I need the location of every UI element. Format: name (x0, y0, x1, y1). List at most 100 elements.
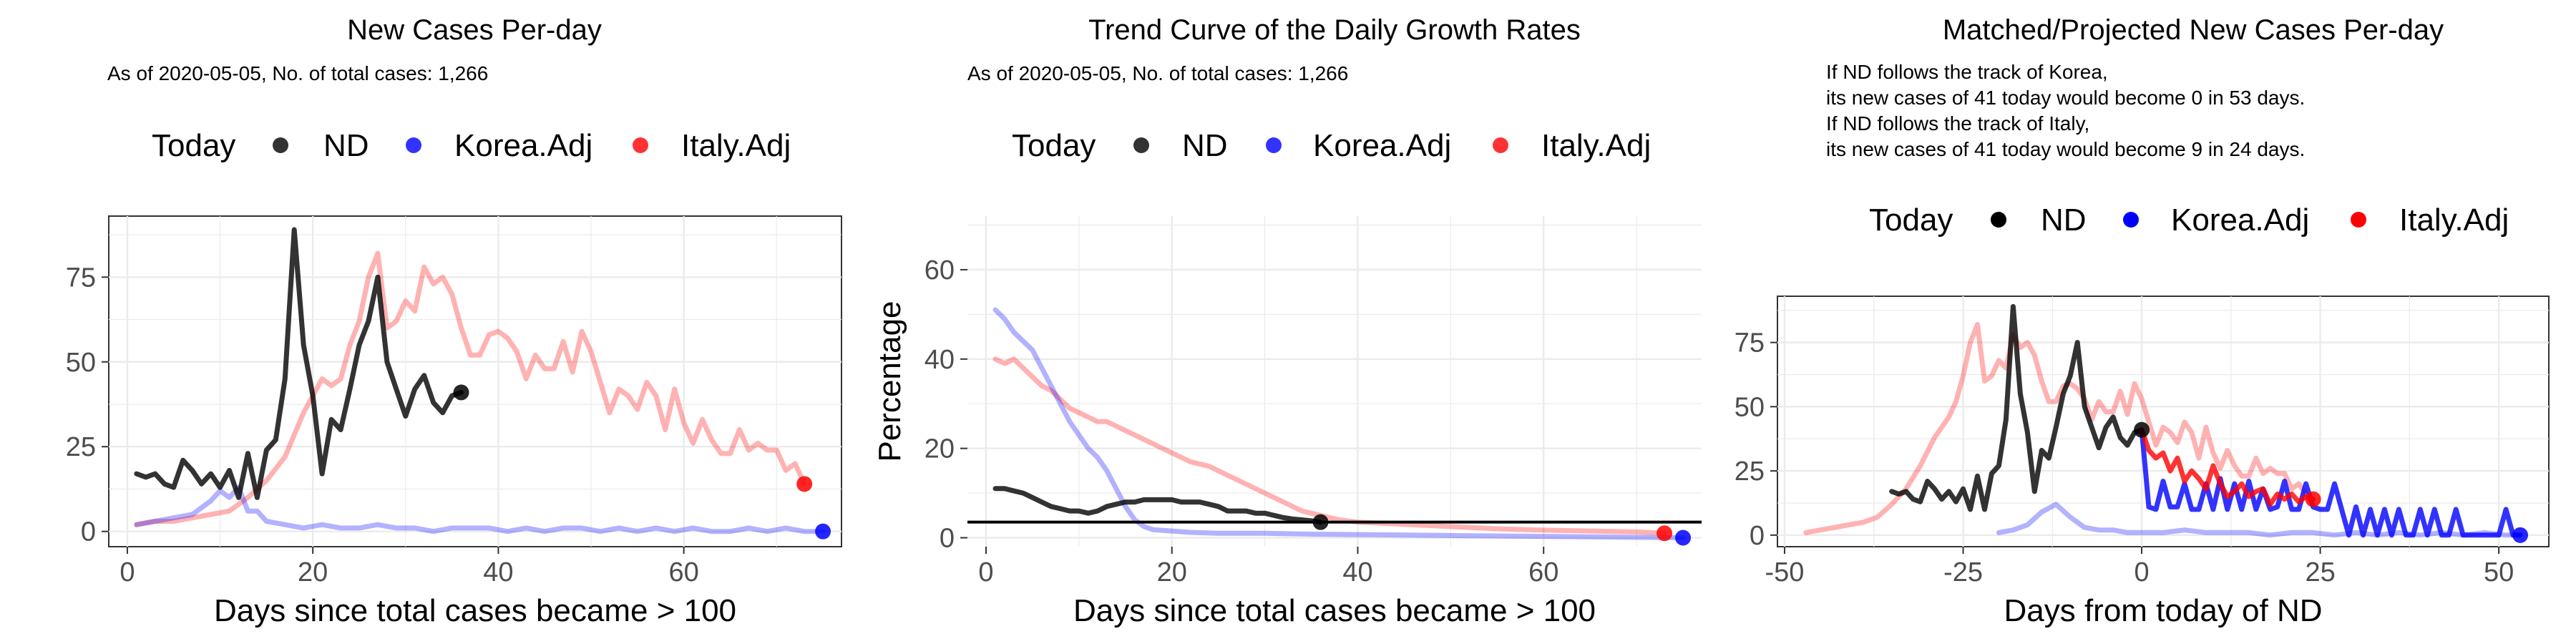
panel2-today-points (1312, 514, 1692, 546)
panel-new-cases: New Cases Per-day As of 2020-05-05, No. … (66, 14, 842, 628)
panel1-today-point-nd (453, 384, 469, 401)
panel1-subtitle: As of 2020-05-05, No. of total cases: 1,… (107, 62, 488, 84)
panel1-x-tick-label: 60 (669, 557, 699, 587)
panel1-x-ticks: 0 20 40 60 (119, 547, 699, 587)
panel3-y-tick-label: 75 (1735, 328, 1765, 358)
panel3-y-tick-label: 25 (1735, 457, 1765, 487)
panel-projected-cases: Matched/Projected New Cases Per-day If N… (1735, 14, 2550, 628)
panel3-today-point-nd (2134, 421, 2150, 438)
panel3-x-axis-label: Days from today of ND (2004, 593, 2322, 628)
panel3-today-point-korea-adj (2512, 527, 2529, 543)
panel3-grid (1777, 296, 2549, 547)
panel3-y-tick-label: 0 (1750, 521, 1765, 551)
panel1-y-tick-label: 25 (66, 432, 96, 462)
panel3-title: Matched/Projected New Cases Per-day (1943, 14, 2444, 46)
panel2-y-tick-label: 40 (924, 345, 955, 375)
panel1-x-tick-label: 20 (298, 557, 328, 587)
panel3-line-italy-adj-matched (1803, 322, 2316, 535)
panel2-legend-title: Today (1012, 128, 1096, 163)
panel1-legend-title: Today (152, 128, 235, 163)
panel2-today-point-korea-adj (1675, 530, 1692, 546)
panel1-frame (108, 215, 842, 547)
panel3-legend-label-nd: ND (2041, 203, 2087, 238)
panel2-line-italy-adj (992, 356, 1667, 536)
panel3-legend-label-italy: Italy.Adj (2399, 203, 2509, 238)
panel2-x-tick-label: 20 (1157, 557, 1187, 587)
panel2-line-nd (992, 486, 1323, 525)
panel1-line-italy-adj (134, 250, 807, 527)
panel1-today-point-italy-adj (796, 476, 813, 492)
panel2-today-point-nd (1312, 514, 1329, 530)
panel3-x-tick-label: -25 (1943, 557, 1983, 587)
panel1-legend-key-italy (633, 137, 648, 153)
panel3-today-points (2134, 421, 2529, 543)
panel2-legend-label-korea: Korea.Adj (1313, 128, 1451, 163)
panel1-legend-label-nd: ND (323, 128, 369, 163)
panel3-line-nd (1889, 303, 2145, 512)
panel2-legend: Today ND Korea.Adj Italy.Adj (1012, 128, 1651, 163)
panel3-series (1803, 303, 2523, 538)
panel2-y-axis-label: Percentage (872, 301, 907, 462)
panel2-today-point-italy-adj (1657, 525, 1673, 542)
panel2-y-tick-label: 0 (940, 524, 955, 554)
panel2-legend-key-nd (1133, 137, 1149, 153)
panel3-subtitle-line-4: its new cases of 41 today would become 9… (1826, 138, 2305, 160)
panel3-y-ticks: 0 25 50 75 (1735, 328, 1777, 551)
panel1-today-points (453, 384, 831, 540)
panel1-x-tick-label: 0 (119, 557, 135, 587)
panel3-legend-label-korea: Korea.Adj (2171, 203, 2309, 238)
panel3-legend-key-korea (2123, 212, 2139, 228)
panel1-y-tick-label: 0 (81, 517, 96, 547)
panel3-subtitle-line-2: its new cases of 41 today would become 0… (1826, 87, 2305, 109)
panel3-frame (1777, 296, 2550, 547)
panel1-today-point-korea-adj (815, 523, 831, 540)
panel2-grid (967, 216, 1702, 547)
panel2-y-ticks: 0 20 40 60 (924, 255, 967, 554)
panel1-series (134, 227, 826, 535)
panel2-legend-key-korea (1266, 137, 1282, 153)
panel2-subtitle: As of 2020-05-05, No. of total cases: 1,… (967, 62, 1348, 84)
panel2-legend-label-italy: Italy.Adj (1541, 128, 1651, 163)
panel1-y-ticks: 0 25 50 75 (66, 263, 109, 547)
panel2-x-tick-label: 40 (1342, 557, 1372, 587)
panel3-legend-key-nd (1991, 212, 2006, 228)
panel2-y-tick-label: 20 (924, 434, 955, 464)
panel3-line-italy-adj-projected (2139, 427, 2316, 507)
panel3-y-tick-label: 50 (1735, 392, 1765, 422)
panel-growth-rates: Trend Curve of the Daily Growth Rates As… (872, 14, 1702, 628)
panel1-legend-key-nd (273, 137, 288, 153)
panel1-y-tick-label: 50 (66, 348, 96, 378)
panel1-x-axis-label: Days since total cases became > 100 (214, 593, 736, 628)
panel3-x-tick-label: 50 (2484, 557, 2514, 587)
panel3-legend: Today ND Korea.Adj Italy.Adj (1869, 203, 2509, 238)
panel1-line-nd (134, 227, 464, 500)
panel3-x-tick-label: 0 (2134, 557, 2149, 587)
panel3-x-ticks: -50 -25 0 25 50 (1765, 547, 2514, 587)
panel2-x-tick-label: 60 (1528, 557, 1558, 587)
panel1-legend-label-italy: Italy.Adj (681, 128, 791, 163)
panel1-x-tick-label: 40 (483, 557, 513, 587)
panel1-legend: Today ND Korea.Adj Italy.Adj (152, 128, 791, 163)
panel3-subtitle-line-3: If ND follows the track of Italy, (1826, 112, 2089, 135)
panel2-legend-label-nd: ND (1182, 128, 1228, 163)
panel3-x-tick-label: -50 (1765, 557, 1805, 587)
panel2-x-axis-label: Days since total cases became > 100 (1073, 593, 1596, 628)
panel2-x-tick-label: 0 (978, 557, 993, 587)
panel2-y-tick-label: 60 (924, 255, 955, 286)
panel2-legend-key-italy (1493, 137, 1508, 153)
panel2-line-korea-adj (992, 307, 1686, 540)
panel2-x-ticks: 0 20 40 60 (978, 547, 1558, 587)
panel1-grid (109, 216, 841, 547)
panel3-legend-key-italy (2351, 212, 2366, 228)
panel1-legend-label-korea: Korea.Adj (454, 128, 592, 163)
panel2-series (992, 307, 1686, 540)
panel3-legend-title: Today (1869, 203, 1953, 238)
panel3-today-point-italy-adj (2305, 491, 2321, 507)
panel1-title: New Cases Per-day (347, 14, 602, 46)
panel1-y-tick-label: 75 (66, 263, 96, 293)
panel3-subtitle-line-1: If ND follows the track of Korea, (1826, 61, 2108, 83)
panel3-x-tick-label: 25 (2305, 557, 2335, 587)
panel1-legend-key-korea (406, 137, 421, 153)
panel2-title: Trend Curve of the Daily Growth Rates (1088, 14, 1581, 46)
